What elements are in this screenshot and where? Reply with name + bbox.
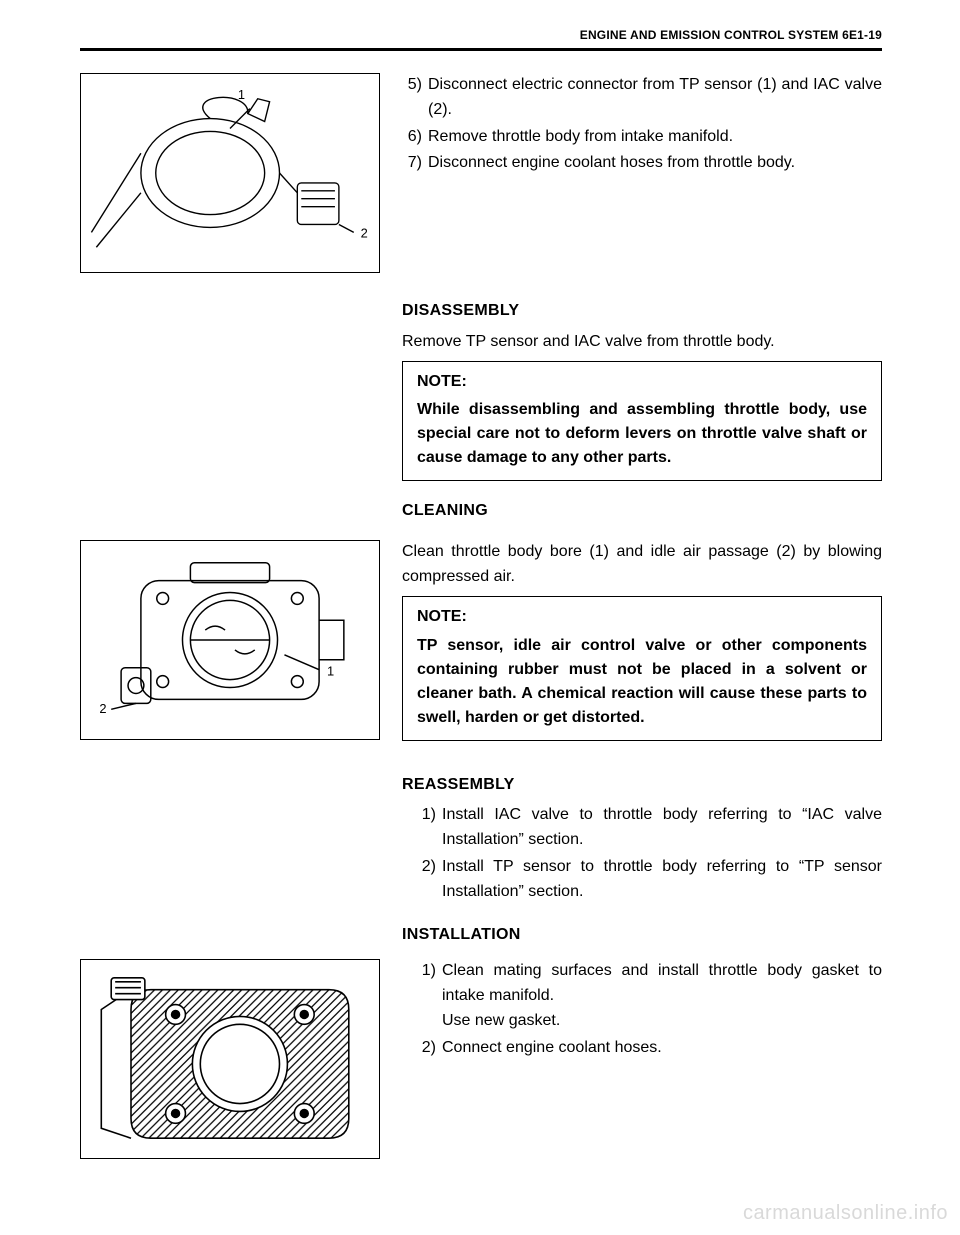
heading-installation: INSTALLATION bbox=[402, 923, 882, 948]
figure-throttle-top: 1 2 bbox=[80, 73, 380, 273]
steps-removal: 5)Disconnect electric connector from TP … bbox=[402, 73, 882, 176]
disassembly-para: Remove TP sensor and IAC valve from thro… bbox=[402, 330, 882, 355]
note-disassembly: NOTE: While disassembling and assembling… bbox=[402, 361, 882, 482]
steps-installation: 1) Clean mating surfaces and install thr… bbox=[402, 959, 882, 1060]
install-step-1: Clean mating surfaces and install thrott… bbox=[442, 962, 882, 1004]
figure-manifold-gasket bbox=[80, 959, 380, 1159]
callout-2b: 2 bbox=[99, 701, 106, 716]
cleaning-para: Clean throttle body bore (1) and idle ai… bbox=[402, 540, 882, 590]
steps-reassembly: 1)Install IAC valve to throttle body ref… bbox=[402, 803, 882, 904]
header-rule bbox=[80, 48, 882, 51]
callout-1b: 1 bbox=[327, 664, 334, 679]
install-step-1-extra: Use new gasket. bbox=[442, 1012, 560, 1029]
heading-disassembly: DISASSEMBLY bbox=[402, 299, 882, 324]
note-cleaning: NOTE: TP sensor, idle air control valve … bbox=[402, 596, 882, 741]
page-header: ENGINE AND EMISSION CONTROL SYSTEM 6E1-1… bbox=[80, 28, 882, 42]
callout-2: 2 bbox=[361, 225, 368, 240]
watermark: carmanualsonline.info bbox=[743, 1202, 948, 1225]
callout-1: 1 bbox=[238, 87, 245, 102]
heading-reassembly: REASSEMBLY bbox=[402, 773, 882, 798]
heading-cleaning: CLEANING bbox=[402, 499, 882, 524]
figure-throttle-front: 1 2 bbox=[80, 540, 380, 740]
